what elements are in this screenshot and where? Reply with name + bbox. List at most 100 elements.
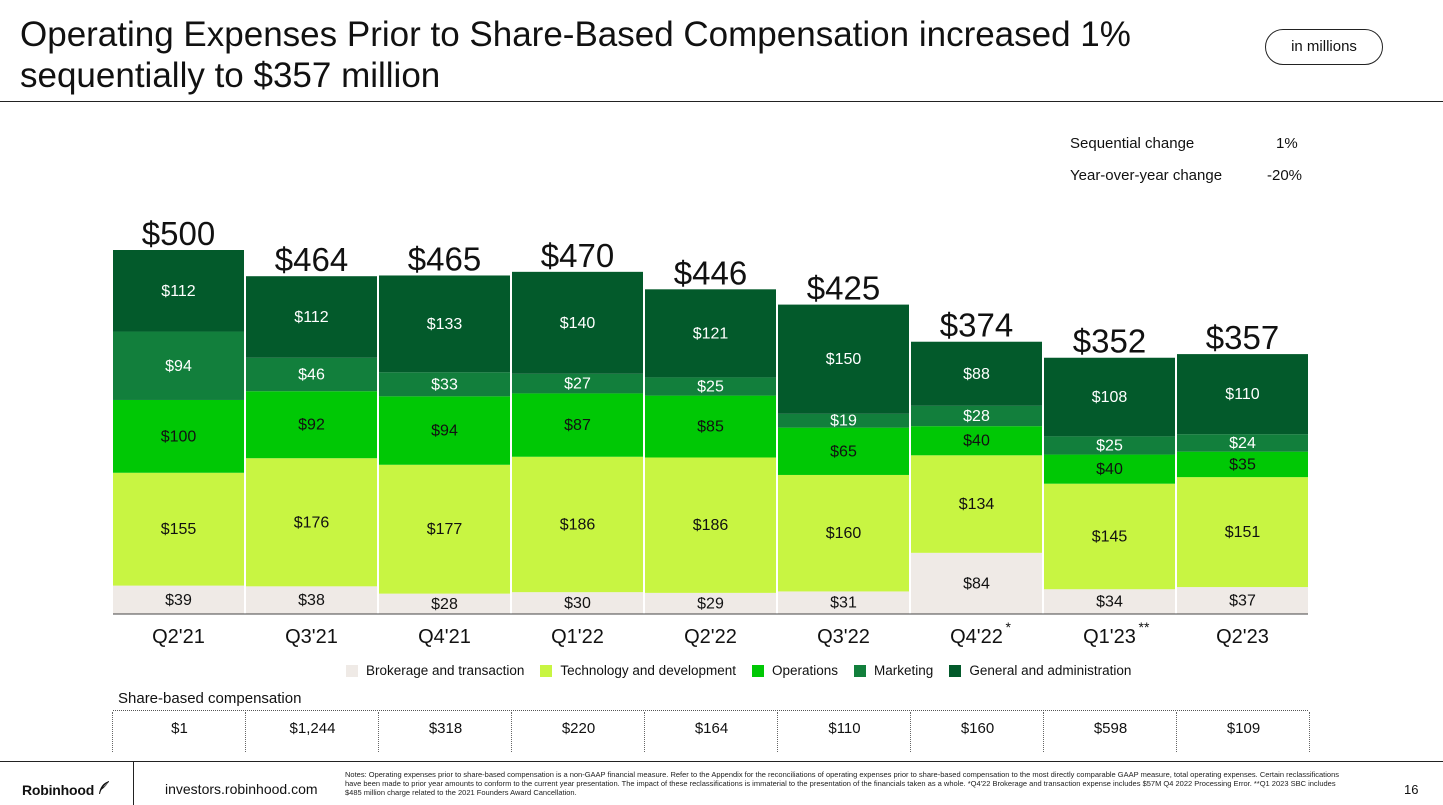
sbc-value: $160 — [960, 720, 995, 737]
bar-segment-operations — [1044, 454, 1175, 484]
sequential-change-label: Sequential change — [1070, 135, 1195, 152]
bar-segment-operations — [379, 396, 510, 465]
legend-label-ga: General and administration — [969, 663, 1132, 678]
category-label: Q2'22 — [684, 626, 737, 648]
sbc-column-divider — [1043, 712, 1044, 752]
legend-label-brokerage: Brokerage and transaction — [366, 663, 525, 678]
legend-swatch-brokerage — [346, 664, 358, 677]
total-label: $446 — [674, 254, 747, 291]
data-label-brokerage: $39 — [165, 592, 192, 609]
bar-segment-operations — [113, 399, 244, 473]
bar-segment-brokerage — [379, 593, 510, 614]
data-label-ga: $108 — [1092, 389, 1128, 406]
legend-swatch-operations — [752, 664, 764, 677]
bar-segment-marketing — [379, 372, 510, 397]
bar-segment-marketing — [113, 331, 244, 400]
bar-segment-marketing — [1177, 434, 1308, 452]
bar-segment-ga — [1177, 354, 1308, 435]
bar-segment-technology — [379, 464, 510, 594]
legend-item-marketing: Marketing — [854, 663, 933, 678]
category-footnote-marker: ** — [1139, 619, 1150, 635]
bar-segment-operations — [778, 427, 909, 475]
sbc-column-divider — [511, 712, 512, 752]
feather-icon — [98, 781, 110, 798]
data-label-ga: $112 — [294, 309, 329, 326]
data-label-brokerage: $31 — [830, 595, 857, 612]
bar-segment-brokerage — [911, 552, 1042, 614]
bar-segment-ga — [911, 341, 1042, 406]
data-label-brokerage: $38 — [298, 592, 325, 609]
data-label-ga: $88 — [963, 366, 990, 383]
bar-segment-ga — [512, 271, 643, 374]
bar-segment-ga — [778, 304, 909, 414]
category-label: Q3'21 — [285, 626, 338, 648]
data-label-brokerage: $30 — [564, 595, 591, 612]
total-label: $500 — [142, 215, 215, 252]
legend-label-marketing: Marketing — [874, 663, 934, 678]
data-label-marketing: $33 — [431, 376, 458, 393]
bar-segment-ga — [113, 250, 244, 332]
category-label: Q1'22 — [551, 626, 604, 648]
data-label-operations: $65 — [830, 443, 857, 460]
units-badge: in millions — [1265, 29, 1383, 65]
data-label-operations: $40 — [1096, 461, 1123, 478]
bar-segment-brokerage — [246, 586, 377, 614]
page-number: 16 — [1404, 782, 1419, 797]
legend-swatch-marketing — [854, 664, 867, 677]
title-line-1: Operating Expenses Prior to Share-Based … — [20, 15, 1131, 54]
total-label: $425 — [807, 270, 880, 307]
data-label-technology: $155 — [161, 521, 197, 538]
bar-segment-brokerage — [113, 585, 244, 614]
bar-segment-technology — [246, 458, 377, 587]
data-label-marketing: $27 — [564, 376, 591, 393]
yoy-change-label: Year-over-year change — [1070, 167, 1223, 184]
legend-item-ga: General and administration — [949, 663, 1131, 678]
bar-segment-technology — [911, 455, 1042, 553]
data-label-operations: $87 — [564, 417, 591, 434]
legend-label-technology: Technology and development — [560, 663, 736, 678]
page-title: Operating Expenses Prior to Share-Based … — [20, 14, 1131, 96]
data-label-operations: $40 — [963, 433, 990, 450]
title-divider — [0, 101, 1443, 102]
bar-segment-marketing — [778, 413, 909, 428]
bar-segment-technology — [512, 456, 643, 593]
bar-segment-operations — [512, 393, 643, 457]
bar-segment-brokerage — [512, 592, 643, 614]
bar-segment-brokerage — [778, 591, 909, 614]
footnotes: Notes: Operating expenses prior to share… — [345, 770, 1340, 797]
sbc-value: $164 — [694, 720, 729, 737]
total-label: $470 — [541, 237, 614, 274]
logo-text: Robinhood — [22, 782, 95, 798]
data-label-technology: $177 — [427, 521, 463, 538]
bar-segment-technology — [645, 457, 776, 593]
data-label-marketing: $46 — [298, 366, 325, 383]
legend-item-technology: Technology and development — [540, 663, 736, 678]
total-label: $352 — [1073, 323, 1146, 360]
data-label-operations: $85 — [697, 419, 724, 436]
category-label: Q4'22 — [950, 626, 1003, 648]
bar-segment-ga — [645, 289, 776, 378]
investor-site-link[interactable]: investors.robinhood.com — [165, 781, 318, 797]
footer-vertical-divider — [133, 762, 134, 805]
total-label: $465 — [408, 240, 481, 277]
sbc-value: $598 — [1093, 720, 1128, 737]
data-label-brokerage: $34 — [1096, 594, 1123, 611]
sbc-column-divider — [777, 712, 778, 752]
bar-segment-ga — [379, 275, 510, 373]
data-label-ga: $150 — [826, 351, 862, 368]
sbc-value: $109 — [1226, 720, 1261, 737]
data-label-brokerage: $37 — [1229, 593, 1256, 610]
total-label: $357 — [1206, 319, 1279, 356]
sbc-column-divider — [245, 712, 246, 752]
bar-segment-marketing — [246, 357, 377, 392]
data-label-operations: $94 — [431, 423, 458, 440]
data-label-marketing: $24 — [1229, 435, 1256, 452]
data-label-ga: $133 — [427, 316, 463, 333]
data-label-operations: $100 — [161, 428, 197, 445]
bar-segment-marketing — [911, 405, 1042, 427]
bar-segment-technology — [778, 474, 909, 592]
bar-segment-operations — [911, 426, 1042, 456]
bar-segment-technology — [1044, 483, 1175, 590]
sbc-value: $110 — [828, 720, 861, 737]
category-label: Q2'23 — [1216, 626, 1269, 648]
